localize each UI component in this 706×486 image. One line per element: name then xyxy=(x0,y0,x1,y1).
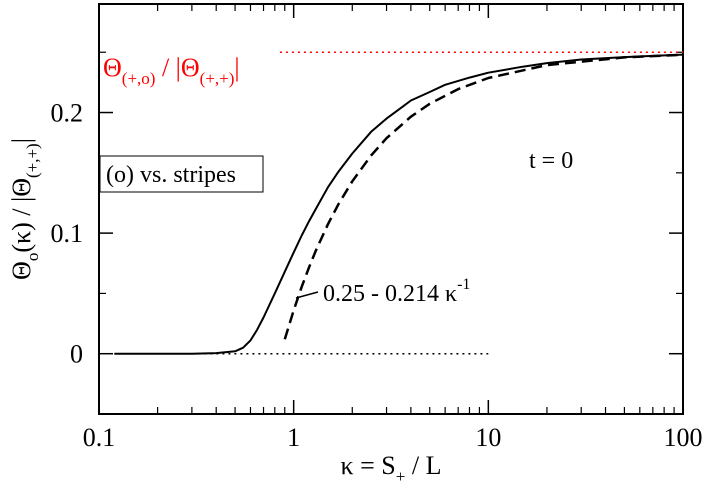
y-tick-label: 0.1 xyxy=(51,219,84,248)
x-tick-label: 10 xyxy=(475,423,501,452)
temperature-label: t = 0 xyxy=(529,148,573,174)
ticks-layer: 0.1 1 10 100 0 0.1 0.2 xyxy=(51,4,703,452)
y-tick-label: 0.2 xyxy=(51,99,84,128)
legend-box-text: (o) vs. stripes xyxy=(106,162,236,188)
annotation-pointer xyxy=(295,291,319,299)
series-solid-line xyxy=(114,53,684,355)
plot-frame xyxy=(98,3,684,415)
series-dashed-line xyxy=(283,53,684,340)
y-tick-label: 0 xyxy=(70,340,83,369)
legend-box xyxy=(99,155,264,193)
limit-label: Θ(+,o) / |Θ(+,+)| xyxy=(103,53,240,88)
asymptote-label: 0.25 - 0.214 κ-1 xyxy=(323,276,470,307)
x-axis-label: κ = S+ / L xyxy=(341,451,442,486)
x-tick-label: 1 xyxy=(287,423,300,452)
y-axis-label: Θo(κ) / |Θ(+,+)| xyxy=(7,138,42,280)
x-tick-label: 0.1 xyxy=(83,423,116,452)
series-layer xyxy=(114,51,684,355)
x-tick-label: 100 xyxy=(664,423,703,452)
